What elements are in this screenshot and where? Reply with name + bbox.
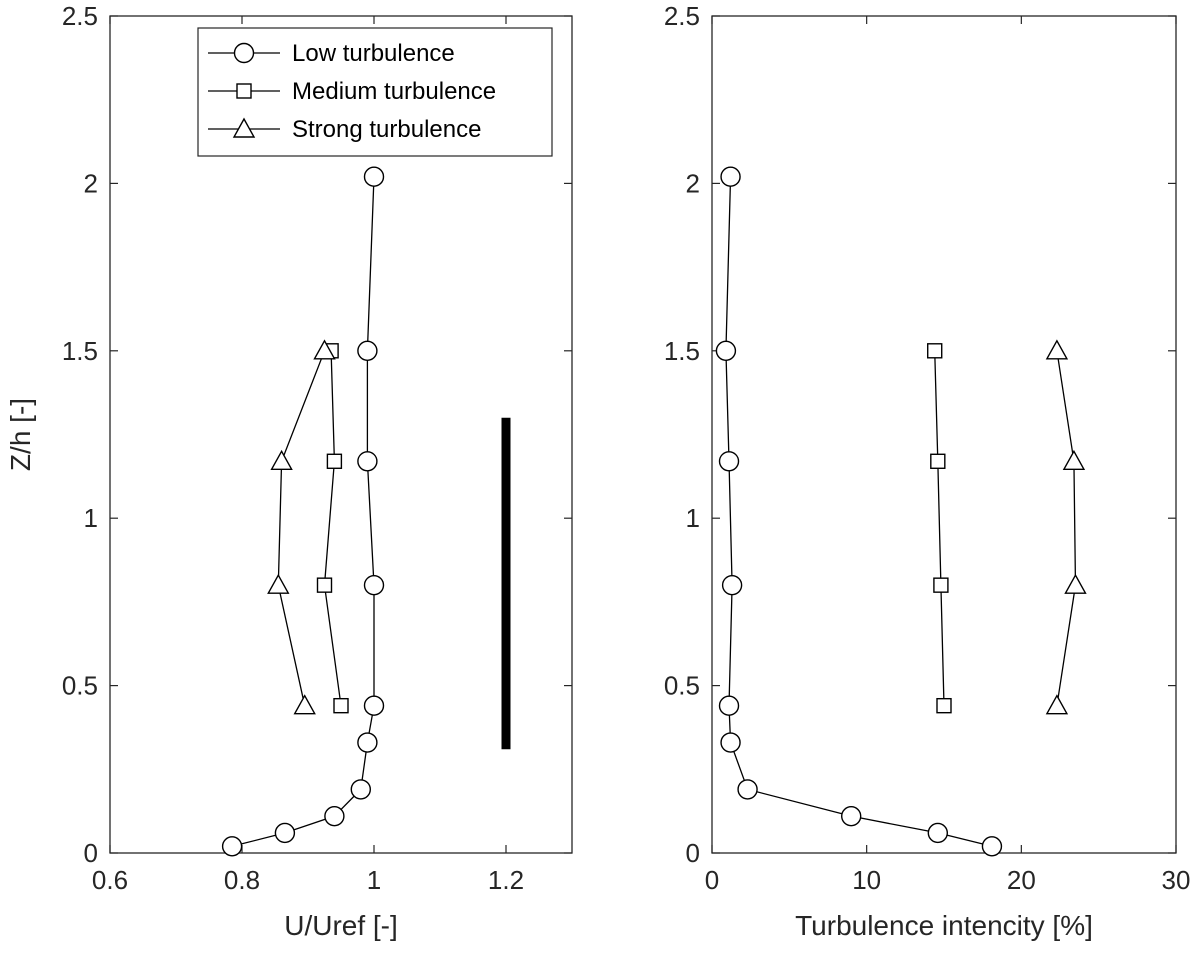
x-tick-label: 10 xyxy=(852,865,881,895)
series-square xyxy=(316,343,349,714)
data-point-square xyxy=(933,577,949,593)
data-point-circle xyxy=(720,732,741,753)
y-tick-label: 0 xyxy=(84,838,98,868)
data-point-square xyxy=(333,697,349,714)
data-point-square xyxy=(927,343,943,359)
data-point-circle xyxy=(350,779,371,800)
y-tick-label: 0 xyxy=(686,838,700,868)
left-chart-u-profile: 0.6 0.8 1 1.2 0 0.5 1 1.5 2 2.5 U/Uref [-] Z/h [-] L… xyxy=(5,1,573,941)
data-point-circle xyxy=(718,451,740,472)
data-point-circle xyxy=(363,574,385,596)
y-tick-label: 2 xyxy=(686,168,700,198)
data-point-circle xyxy=(841,805,862,827)
x-tick-label: 0.8 xyxy=(224,865,260,895)
data-point-square xyxy=(936,697,952,714)
data-point-triangle xyxy=(293,694,316,715)
series-square xyxy=(927,343,952,714)
data-point-circle xyxy=(737,779,758,800)
data-point-triangle xyxy=(1064,573,1087,594)
legend-marker-square xyxy=(236,83,252,99)
data-point-circle xyxy=(981,836,1003,857)
series-line xyxy=(277,350,326,706)
data-point-circle xyxy=(927,822,949,844)
legend-label: Strong turbulence xyxy=(292,116,481,143)
y-tick-label: 1 xyxy=(686,503,700,533)
series-circle xyxy=(221,166,385,857)
plot-area-frame xyxy=(711,15,1177,854)
y-tick-label: 0.5 xyxy=(664,671,700,701)
data-point-circle xyxy=(715,340,737,361)
data-point-triangle xyxy=(1062,449,1086,470)
series-triangle xyxy=(267,339,336,715)
series-circle xyxy=(715,166,1003,857)
x-tick-label: 1 xyxy=(367,865,381,895)
data-point-triangle xyxy=(1045,694,1069,715)
data-point-square xyxy=(930,453,946,469)
data-point-circle xyxy=(357,732,378,753)
x-tick-label: 20 xyxy=(1007,865,1036,895)
series-triangle xyxy=(1045,339,1087,715)
data-point-circle xyxy=(363,695,385,716)
data-point-square xyxy=(316,577,333,593)
data-point-circle xyxy=(357,451,378,472)
y-tick-label: 1 xyxy=(84,503,98,533)
legend-label: Medium turbulence xyxy=(292,78,496,105)
x-axis-label: Turbulence intencity [%] xyxy=(795,910,1093,941)
data-point-circle xyxy=(720,166,741,187)
legend: Low turbulence Medium turbulence Strong tu… xyxy=(197,27,553,157)
legend-marker-circle xyxy=(233,42,255,64)
series-line xyxy=(1056,350,1077,706)
data-point-triangle xyxy=(1045,339,1069,360)
data-point-circle xyxy=(274,822,296,844)
y-tick-label: 2.5 xyxy=(62,1,98,31)
x-tick-label: 0.6 xyxy=(92,865,128,895)
data-point-circle xyxy=(363,166,385,187)
y-tick-label: 1.5 xyxy=(62,336,98,366)
y-axis-label: Z/h [-] xyxy=(5,398,36,471)
data-point-triangle xyxy=(267,573,290,594)
legend-label: Low turbulence xyxy=(292,40,455,67)
x-tick-label: 0 xyxy=(705,865,719,895)
data-point-circle xyxy=(718,695,740,716)
series-line xyxy=(934,350,945,706)
x-tick-label: 30 xyxy=(1162,865,1191,895)
data-point-circle xyxy=(221,836,243,857)
data-point-circle xyxy=(324,805,345,827)
plot-area-frame xyxy=(109,15,573,854)
series-line xyxy=(323,350,342,706)
data-point-circle xyxy=(357,340,378,361)
data-point-circle xyxy=(721,574,743,596)
series-line xyxy=(231,176,375,847)
x-tick-label: 1.2 xyxy=(488,865,524,895)
data-point-square xyxy=(326,453,343,469)
right-chart-turbulence-intensity: 0 10 20 30 0 0.5 1 1.5 2 2.5 Turbulence intencity … xyxy=(664,1,1191,941)
legend-box xyxy=(197,27,553,157)
y-tick-label: 0.5 xyxy=(62,671,98,701)
legend-marker-triangle xyxy=(232,117,256,138)
y-tick-label: 2 xyxy=(84,168,98,198)
x-axis-label: U/Uref [-] xyxy=(284,910,398,941)
y-tick-label: 2.5 xyxy=(664,1,700,31)
data-point-triangle xyxy=(313,339,336,360)
data-point-triangle xyxy=(270,449,293,470)
series-line xyxy=(725,176,993,847)
y-tick-label: 1.5 xyxy=(664,336,700,366)
